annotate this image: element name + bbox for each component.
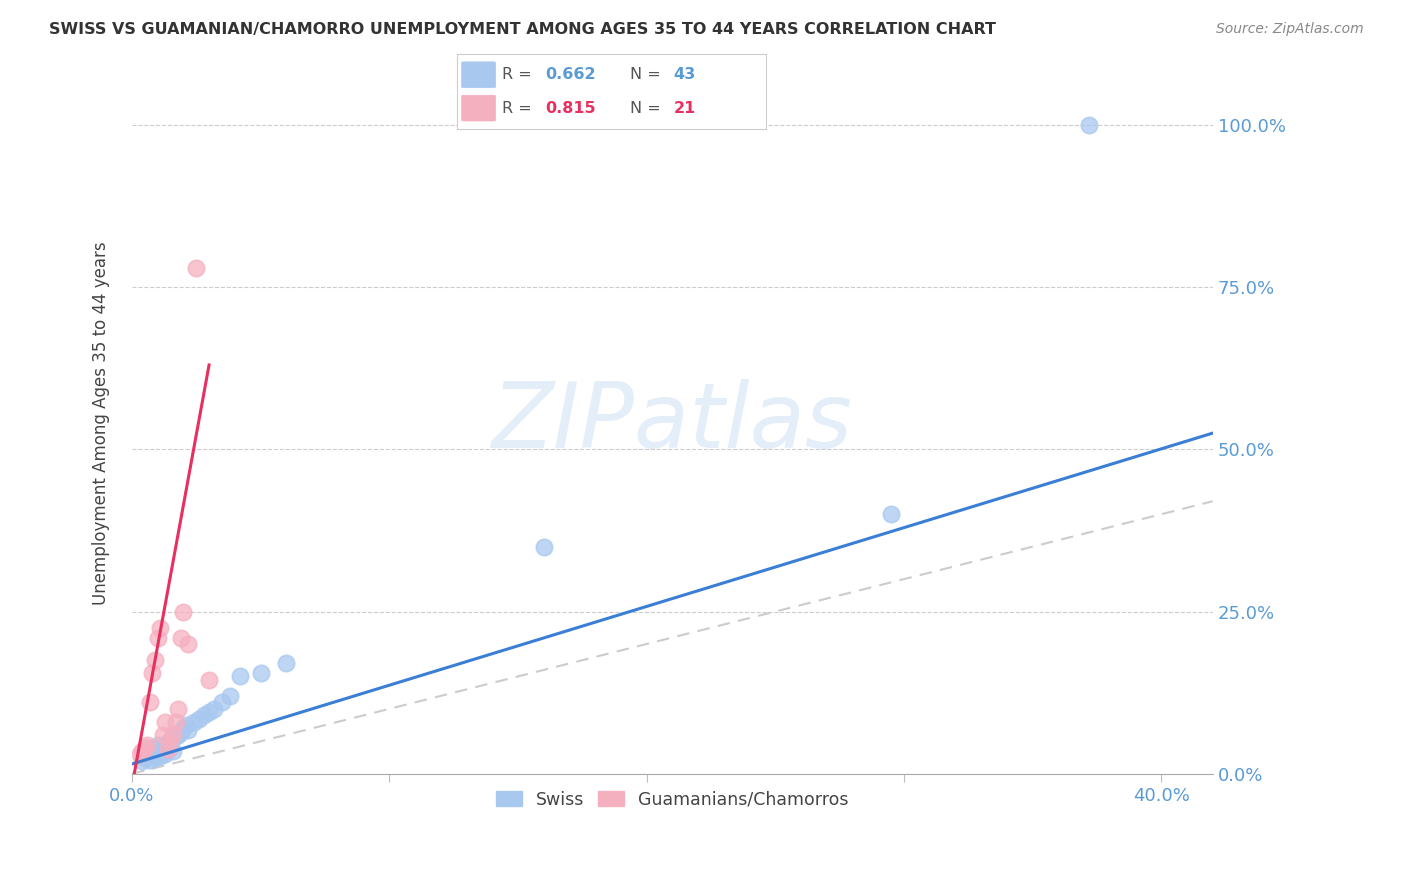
Point	[159, 740, 181, 755]
Text: N =: N =	[630, 67, 666, 82]
Text: 21: 21	[673, 101, 696, 116]
Point	[149, 621, 172, 635]
Point	[146, 738, 169, 752]
FancyBboxPatch shape	[461, 62, 496, 87]
Point	[880, 507, 903, 521]
Point	[152, 744, 174, 758]
Point	[162, 731, 184, 745]
Point	[134, 740, 156, 755]
Point	[128, 747, 150, 762]
Point	[155, 747, 177, 762]
Text: 0.815: 0.815	[546, 101, 596, 116]
Point	[187, 712, 209, 726]
Point	[152, 728, 174, 742]
Point	[155, 738, 177, 752]
Point	[172, 605, 194, 619]
Point	[152, 739, 174, 754]
Point	[156, 742, 179, 756]
Point	[139, 744, 162, 758]
Text: R =: R =	[502, 67, 537, 82]
Point	[167, 702, 190, 716]
Point	[198, 673, 221, 687]
FancyBboxPatch shape	[461, 95, 496, 121]
Point	[211, 695, 233, 709]
Point	[167, 728, 190, 742]
Point	[174, 718, 197, 732]
Point	[165, 729, 187, 743]
Point	[141, 747, 163, 762]
Point	[177, 637, 200, 651]
Point	[162, 744, 184, 758]
Point	[134, 747, 156, 762]
Point	[249, 666, 271, 681]
Point	[146, 631, 169, 645]
Text: R =: R =	[502, 101, 537, 116]
Point	[276, 657, 298, 671]
Point	[162, 726, 184, 740]
Point	[159, 733, 181, 747]
Point	[159, 734, 181, 748]
Point	[131, 754, 153, 768]
Point	[170, 724, 193, 739]
Point	[143, 750, 166, 764]
Point	[136, 748, 159, 763]
Text: ZIPatlas: ZIPatlas	[492, 379, 852, 467]
Text: 43: 43	[673, 67, 696, 82]
Text: N =: N =	[630, 101, 666, 116]
Point	[1078, 118, 1101, 132]
Point	[172, 722, 194, 736]
Point	[165, 714, 187, 729]
Point	[193, 708, 215, 723]
Point	[136, 738, 159, 752]
Point	[186, 260, 208, 275]
Point	[202, 702, 225, 716]
Point	[183, 714, 205, 729]
Point	[131, 744, 153, 758]
Text: 0.662: 0.662	[546, 67, 596, 82]
Point	[533, 540, 555, 554]
Point	[229, 669, 252, 683]
Point	[156, 742, 179, 756]
Text: Source: ZipAtlas.com: Source: ZipAtlas.com	[1216, 22, 1364, 37]
Point	[139, 752, 162, 766]
Point	[134, 750, 156, 764]
Point	[143, 742, 166, 756]
Point	[198, 705, 221, 719]
Point	[146, 746, 169, 760]
Text: SWISS VS GUAMANIAN/CHAMORRO UNEMPLOYMENT AMONG AGES 35 TO 44 YEARS CORRELATION C: SWISS VS GUAMANIAN/CHAMORRO UNEMPLOYMENT…	[49, 22, 997, 37]
Point	[149, 742, 172, 756]
Point	[155, 714, 177, 729]
Point	[177, 723, 200, 737]
Point	[170, 631, 193, 645]
Legend: Swiss, Guamanians/Chamorros: Swiss, Guamanians/Chamorros	[489, 784, 855, 815]
Point	[141, 666, 163, 681]
Point	[139, 695, 162, 709]
Point	[143, 653, 166, 667]
Y-axis label: Unemployment Among Ages 35 to 44 years: Unemployment Among Ages 35 to 44 years	[93, 242, 110, 605]
Point	[156, 736, 179, 750]
Point	[149, 748, 172, 763]
Point	[141, 740, 163, 755]
Point	[218, 689, 240, 703]
